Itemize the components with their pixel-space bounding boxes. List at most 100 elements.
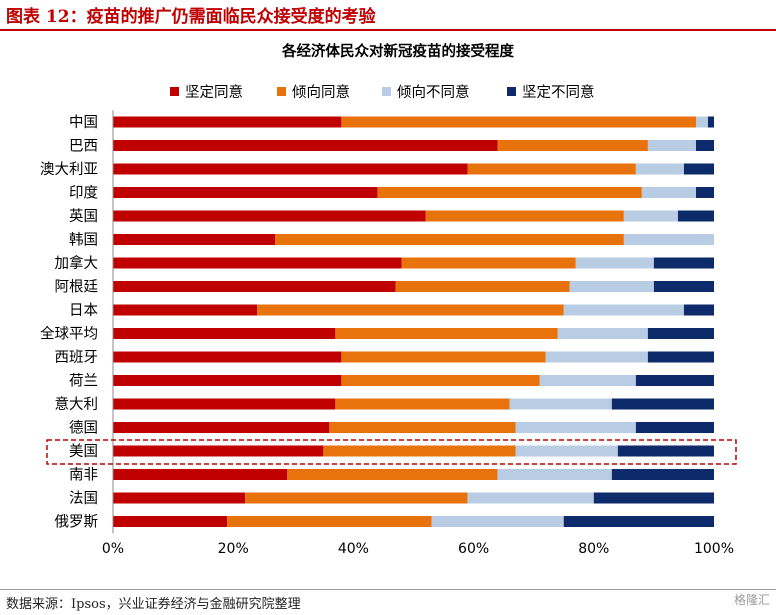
bar-法国-series-4 [593,492,714,504]
legend-label-2: 倾向同意 [292,83,350,101]
x-axis-ticks: 0% 20% 40% 60% 80% 100% [102,541,734,557]
bar-澳大利亚-series-4 [683,163,714,175]
bar-美国-series-4 [617,445,714,457]
bar-澳大利亚-series-2 [467,163,636,175]
bar-西班牙-series-4 [647,351,714,363]
source-rule [0,589,776,590]
bar-美国-series-1 [113,445,324,457]
figure-title: 图表 12：疫苗的推广仍需面临民众接受度的考验 [6,7,376,27]
bar-中国-series-4 [707,116,714,128]
title-rule [0,29,776,31]
bar-德国-series-2 [329,422,516,433]
x-tick-label-1: 20% [218,541,249,557]
highlight-box-united-states [46,439,737,465]
bar-德国-series-3 [515,422,636,433]
bar-南非-series-3 [497,469,612,480]
chart-legend: 坚定同意 倾向同意 倾向不同意 坚定不同意 [170,83,595,101]
bar-area [113,116,714,527]
x-tick-label-0: 0% [102,541,124,557]
bar-印度-series-2 [377,187,642,198]
legend-swatch-4 [507,87,516,96]
bar-荷兰-series-1 [113,375,342,386]
source-note: 数据来源：Ipsos，兴业证券经济与金融研究院整理 [6,597,301,612]
category-label-巴西: 巴西 [69,139,98,155]
chart-title: 各经济体民众对新冠疫苗的接受程度 [281,42,514,60]
bar-中国-series-2 [341,116,696,128]
bar-荷兰-series-3 [539,375,636,386]
bar-意大利-series-4 [611,398,714,410]
bar-英国-series-3 [623,210,678,222]
category-label-荷兰: 荷兰 [69,373,98,390]
category-label-美国: 美国 [69,443,98,460]
x-tick-label-2: 40% [338,541,369,557]
bar-英国-series-1 [113,210,426,222]
watermark-logo: 格隆汇 [733,593,770,607]
bar-阿根廷-series-3 [569,281,654,292]
x-tick-label-4: 80% [578,541,609,557]
bar-美国-series-3 [515,445,618,457]
category-label-西班牙: 西班牙 [55,349,99,366]
bar-加拿大-series-1 [113,257,402,269]
bar-南非-series-4 [611,469,714,480]
category-label-南非: 南非 [69,467,98,484]
bar-巴西-series-4 [695,140,714,151]
bar-西班牙-series-3 [545,351,648,363]
bar-德国-series-4 [635,422,714,433]
category-label-意大利: 意大利 [55,395,99,413]
category-label-阿根廷: 阿根廷 [55,279,99,296]
bar-荷兰-series-4 [635,375,714,386]
bar-意大利-series-1 [113,398,336,410]
bar-意大利-series-2 [335,398,510,410]
bar-加拿大-series-3 [575,257,654,269]
bar-法国-series-1 [113,492,246,504]
bar-英国-series-4 [677,210,714,222]
legend-swatch-2 [277,87,286,96]
stacked-bar-chart: 各经济体民众对新冠疫苗的接受程度 坚定同意 倾向同意 倾向不同意 坚定不同意 中国巴西… [40,42,737,557]
legend-label-3: 倾向不同意 [397,83,470,101]
category-labels: 中国巴西澳大利亚印度英国韩国加拿大阿根廷日本全球平均西班牙荷兰意大利德国美国南非… [40,114,98,531]
bar-美国-series-2 [323,445,516,457]
legend-label-1: 坚定同意 [185,83,243,101]
bar-意大利-series-3 [509,398,612,410]
bar-荷兰-series-2 [341,375,540,386]
category-label-英国: 英国 [69,207,98,225]
category-label-俄罗斯: 俄罗斯 [55,514,99,531]
bar-全球平均-series-1 [113,328,336,339]
bar-德国-series-1 [113,422,330,433]
category-label-中国: 中国 [69,114,98,131]
bar-日本-series-4 [683,304,714,316]
bar-韩国-series-1 [113,234,276,245]
bar-阿根廷-series-2 [395,281,570,292]
bar-西班牙-series-2 [341,351,546,363]
bar-中国-series-3 [695,116,708,128]
x-tick-label-3: 60% [458,541,489,557]
bar-俄罗斯-series-4 [563,516,714,527]
bar-南非-series-2 [287,469,498,480]
category-label-全球平均: 全球平均 [40,325,98,343]
bar-全球平均-series-4 [647,328,714,339]
bar-俄罗斯-series-3 [431,516,564,527]
bar-英国-series-2 [425,210,624,222]
bar-加拿大-series-4 [653,257,714,269]
category-label-法国: 法国 [69,490,98,507]
bar-澳大利亚-series-1 [113,163,468,175]
bar-日本-series-1 [113,304,258,316]
bar-阿根廷-series-4 [653,281,714,292]
bar-印度-series-4 [695,187,714,198]
bar-韩国-series-3 [623,234,714,245]
bar-加拿大-series-2 [401,257,576,269]
category-label-加拿大: 加拿大 [55,254,99,272]
bar-西班牙-series-1 [113,351,342,363]
bar-韩国-series-2 [275,234,624,245]
category-label-日本: 日本 [69,302,98,319]
x-tick-label-5: 100% [694,541,734,557]
bar-阿根廷-series-1 [113,281,396,292]
bar-法国-series-2 [245,492,468,504]
legend-swatch-3 [382,87,391,96]
bar-俄罗斯-series-2 [227,516,432,527]
legend-swatch-1 [170,87,179,96]
legend-label-4: 坚定不同意 [522,83,595,101]
category-label-韩国: 韩国 [69,232,98,249]
category-label-印度: 印度 [69,185,98,202]
bar-日本-series-2 [257,304,564,316]
